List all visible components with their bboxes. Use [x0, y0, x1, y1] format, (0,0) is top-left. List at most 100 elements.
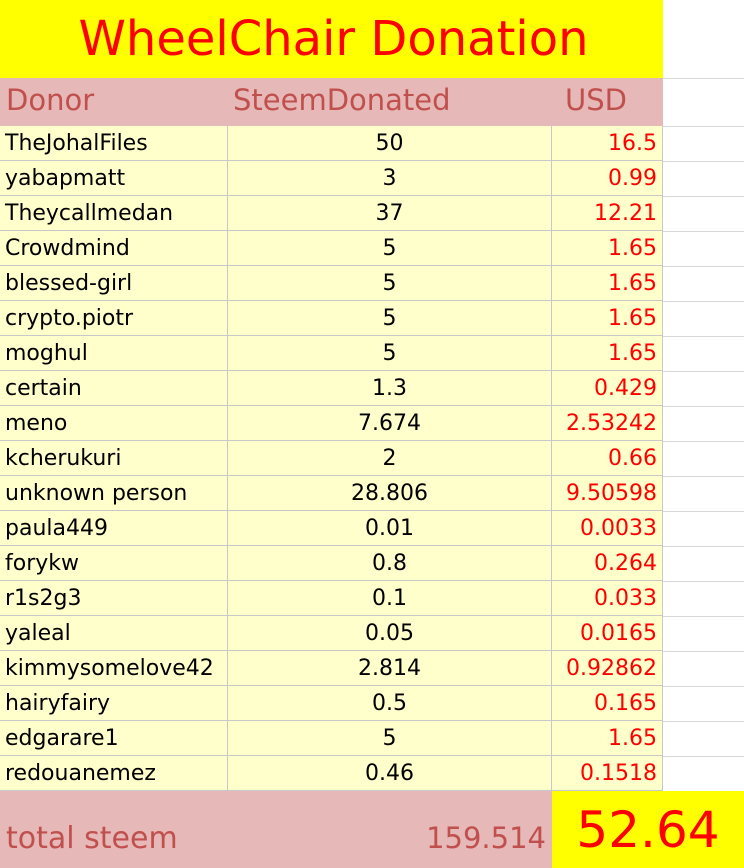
steem-donated-cell[interactable]: 0.01 [228, 511, 552, 546]
donor-cell[interactable]: edgarare1 [0, 721, 228, 756]
header-row: Donor SteemDonated USD [0, 78, 663, 126]
steem-donated-cell[interactable]: 5 [228, 301, 552, 336]
donor-cell[interactable]: forykw [0, 546, 228, 581]
donor-cell[interactable]: TheJohalFiles [0, 126, 228, 161]
usd-cell[interactable]: 0.0033 [552, 511, 663, 546]
table-row: edgarare1 5 1.65 [0, 721, 663, 756]
usd-cell[interactable]: 0.92862 [552, 651, 663, 686]
usd-cell[interactable]: 0.429 [552, 371, 663, 406]
total-steem-value: 159.514 [426, 821, 546, 855]
gridline [663, 231, 744, 232]
steem-donated-cell[interactable]: 50 [228, 126, 552, 161]
donor-cell[interactable]: blessed-girl [0, 266, 228, 301]
usd-cell[interactable]: 0.033 [552, 581, 663, 616]
usd-cell[interactable]: 9.50598 [552, 476, 663, 511]
steem-donated-cell[interactable]: 37 [228, 196, 552, 231]
donor-cell[interactable]: Theycallmedan [0, 196, 228, 231]
steem-donated-cell[interactable]: 0.1 [228, 581, 552, 616]
gridline [663, 511, 744, 512]
usd-cell[interactable]: 0.1518 [552, 756, 663, 791]
usd-cell[interactable]: 1.65 [552, 231, 663, 266]
usd-cell[interactable]: 2.53242 [552, 406, 663, 441]
total-steem-cell[interactable]: total steem 159.514 [0, 791, 552, 868]
donor-cell[interactable]: yabapmatt [0, 161, 228, 196]
table-row: moghul 5 1.65 [0, 336, 663, 371]
table-row: certain 1.3 0.429 [0, 371, 663, 406]
gridline [663, 196, 744, 197]
table-row: yabapmatt 3 0.99 [0, 161, 663, 196]
gridline [663, 336, 744, 337]
steem-donated-cell[interactable]: 0.8 [228, 546, 552, 581]
steem-donated-cell[interactable]: 5 [228, 721, 552, 756]
steem-donated-cell[interactable]: 0.46 [228, 756, 552, 791]
usd-cell[interactable]: 0.66 [552, 441, 663, 476]
usd-cell[interactable]: 0.99 [552, 161, 663, 196]
donor-cell[interactable]: paula449 [0, 511, 228, 546]
gridline [663, 126, 744, 127]
gridline [663, 301, 744, 302]
steem-donated-cell[interactable]: 5 [228, 266, 552, 301]
donor-cell[interactable]: crypto.piotr [0, 301, 228, 336]
steem-donated-cell[interactable]: 5 [228, 231, 552, 266]
gridline [663, 371, 744, 372]
gridline [663, 651, 744, 652]
table-row: unknown person 28.806 9.50598 [0, 476, 663, 511]
usd-cell[interactable]: 1.65 [552, 721, 663, 756]
donor-cell[interactable]: certain [0, 371, 228, 406]
steem-donated-cell[interactable]: 5 [228, 336, 552, 371]
table-row: paula449 0.01 0.0033 [0, 511, 663, 546]
total-usd-value: 52.64 [576, 800, 720, 859]
table-row: meno 7.674 2.53242 [0, 406, 663, 441]
table-row: Theycallmedan 37 12.21 [0, 196, 663, 231]
header-usd[interactable]: USD [565, 83, 627, 117]
gridline [663, 616, 744, 617]
total-label: total steem [6, 821, 178, 856]
donor-cell[interactable]: redouanemez [0, 756, 228, 791]
donor-cell[interactable]: r1s2g3 [0, 581, 228, 616]
usd-cell[interactable]: 1.65 [552, 336, 663, 371]
gridline [663, 686, 744, 687]
steem-donated-cell[interactable]: 2 [228, 441, 552, 476]
steem-donated-cell[interactable]: 1.3 [228, 371, 552, 406]
donor-cell[interactable]: yaleal [0, 616, 228, 651]
usd-cell[interactable]: 0.165 [552, 686, 663, 721]
gridline [663, 581, 744, 582]
steem-donated-cell[interactable]: 7.674 [228, 406, 552, 441]
total-usd-cell[interactable]: 52.64 [552, 791, 744, 868]
title-cell[interactable]: WheelChair Donation [0, 0, 664, 78]
steem-donated-cell[interactable]: 28.806 [228, 476, 552, 511]
table-row: yaleal 0.05 0.0165 [0, 616, 663, 651]
gridline [663, 406, 744, 407]
table-row: redouanemez 0.46 0.1518 [0, 756, 663, 791]
donor-cell[interactable]: moghul [0, 336, 228, 371]
donor-cell[interactable]: meno [0, 406, 228, 441]
steem-donated-cell[interactable]: 0.05 [228, 616, 552, 651]
usd-cell[interactable]: 0.264 [552, 546, 663, 581]
usd-cell[interactable]: 0.0165 [552, 616, 663, 651]
donor-cell[interactable]: kcherukuri [0, 441, 228, 476]
steem-donated-cell[interactable]: 3 [228, 161, 552, 196]
donor-cell[interactable]: hairyfairy [0, 686, 228, 721]
donor-cell[interactable]: unknown person [0, 476, 228, 511]
table-row: forykw 0.8 0.264 [0, 546, 663, 581]
usd-cell[interactable]: 12.21 [552, 196, 663, 231]
header-donor[interactable]: Donor [6, 83, 95, 117]
gridline [663, 78, 744, 79]
usd-cell[interactable]: 1.65 [552, 266, 663, 301]
table-row: blessed-girl 5 1.65 [0, 266, 663, 301]
donor-cell[interactable]: kimmysomelove42 [0, 651, 228, 686]
steem-donated-cell[interactable]: 0.5 [228, 686, 552, 721]
donor-cell[interactable]: Crowdmind [0, 231, 228, 266]
header-steem-donated[interactable]: SteemDonated [233, 83, 451, 117]
gridline [663, 546, 744, 547]
table-row: r1s2g3 0.1 0.033 [0, 581, 663, 616]
usd-cell[interactable]: 16.5 [552, 126, 663, 161]
usd-cell[interactable]: 1.65 [552, 301, 663, 336]
total-row: total steem 159.514 52.64 [0, 791, 744, 868]
gridline [663, 476, 744, 477]
sheet-title: WheelChair Donation [78, 11, 589, 67]
table-row: hairyfairy 0.5 0.165 [0, 686, 663, 721]
steem-donated-cell[interactable]: 2.814 [228, 651, 552, 686]
gridline [663, 756, 744, 757]
